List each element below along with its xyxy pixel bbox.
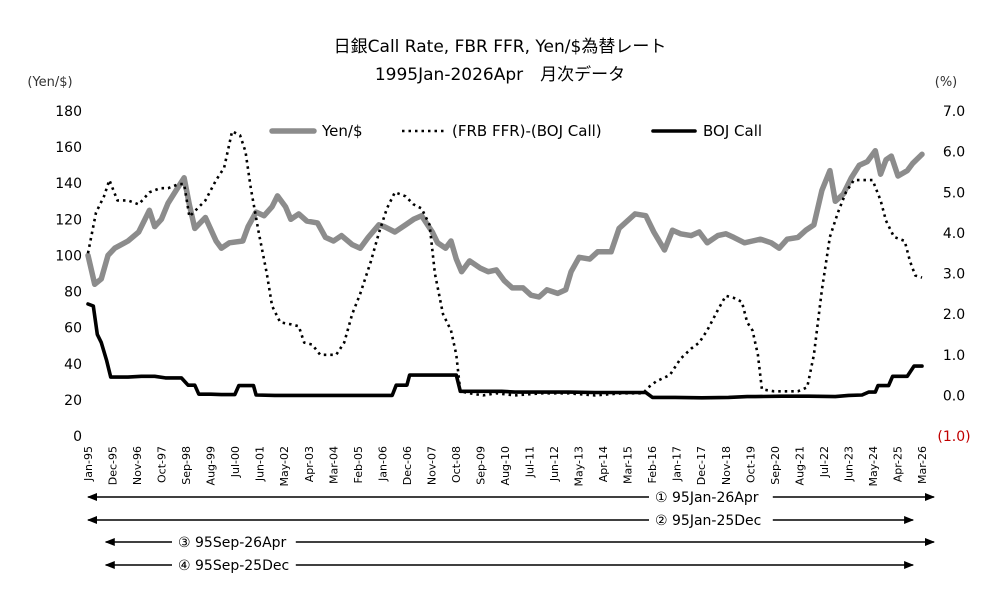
x-tick-label: Dec-17 <box>695 446 708 485</box>
y-left-tick-label: 40 <box>64 357 82 373</box>
y-left-tick-label: 0 <box>73 429 82 445</box>
x-tick-label: Apr-14 <box>597 446 610 482</box>
y-left-tick-label: 100 <box>55 248 82 264</box>
chart-title: 日銀Call Rate, FBR FFR, Yen/$為替レート <box>334 37 667 57</box>
x-tick-label: Oct-97 <box>156 446 169 483</box>
y-right-tick-label: 6.0 <box>943 145 965 161</box>
x-tick-label: Oct-19 <box>744 446 757 483</box>
series-lines <box>85 130 925 400</box>
x-tick-label: Aug-21 <box>793 446 806 485</box>
x-tick-label: Nov-18 <box>720 446 733 485</box>
y-left-tick-labels: 180 160 140 120 100 80 60 40 20 0 <box>55 104 82 445</box>
y-left-tick-label: 160 <box>55 140 82 156</box>
x-tick-label: Mar-04 <box>327 446 340 484</box>
x-tick-label: Jan-17 <box>671 446 684 482</box>
x-tick-label: Jun-12 <box>548 446 561 482</box>
y-right-tick-label: 2.0 <box>943 307 965 323</box>
x-tick-label: Feb-05 <box>352 446 365 483</box>
x-tick-label: Mar-26 <box>916 446 929 484</box>
x-tick-label: May-02 <box>278 446 291 487</box>
y-right-tick-label: 1.0 <box>943 348 965 364</box>
x-tick-label: Jul-00 <box>229 446 242 478</box>
y-right-tick-label: 0.0 <box>943 388 965 404</box>
x-tick-label: Jul-11 <box>524 446 537 478</box>
x-tick-label: Nov-07 <box>425 446 438 485</box>
x-tick-label: Sep-98 <box>180 446 193 485</box>
period-label: ③ 95Sep-26Apr <box>178 535 287 551</box>
x-tick-label: May-24 <box>867 446 880 487</box>
period-label-bg <box>649 509 773 529</box>
series-line-dotted <box>86 130 923 397</box>
x-tick-label: Feb-16 <box>646 446 659 483</box>
y-left-tick-label: 80 <box>64 285 82 301</box>
y-left-tick-label: 140 <box>55 176 82 192</box>
x-tick-label: Jan-06 <box>376 446 389 482</box>
x-tick-label: Aug-10 <box>499 446 512 485</box>
y-right-tick-label: 4.0 <box>943 226 965 242</box>
chart-subtitle: 1995Jan-2026Apr 月次データ <box>375 64 625 85</box>
x-tick-labels: Jan-95 Dec-95 Nov-96 Oct-97 Sep-98 Aug-99 Jul-… <box>82 446 929 487</box>
y-right-tick-label: 3.0 <box>943 267 965 283</box>
y-left-axis-label: (Yen/$) <box>27 75 72 90</box>
x-tick-label: Aug-99 <box>205 446 218 485</box>
y-right-tick-labels: 7.0 6.0 5.0 4.0 3.0 2.0 1.0 0.0 (1.0) <box>937 104 970 445</box>
series-line-thick-gray <box>85 147 925 300</box>
x-tick-label: Jun-01 <box>254 446 267 482</box>
period-arrows: ① 95Jan-26Apr ② 95Jan-25Dec ③ 95Sep-26Apr ④… <box>87 486 935 574</box>
x-tick-label: Oct-08 <box>450 446 463 483</box>
x-tick-label: Jul-22 <box>818 446 831 478</box>
x-tick-label: Dec-95 <box>107 446 120 485</box>
series-line-solid-black <box>86 302 924 400</box>
period-label: ② 95Jan-25Dec <box>655 513 761 529</box>
legend-label: BOJ Call <box>703 122 762 140</box>
y-right-tick-label: 5.0 <box>943 185 965 201</box>
x-tick-label: Jan-95 <box>82 446 95 482</box>
y-right-tick-label: 7.0 <box>943 104 965 120</box>
y-right-axis-label: (%) <box>935 75 958 90</box>
y-left-tick-label: 60 <box>64 321 82 337</box>
legend: Yen/$ (FRB FFR)-(BOJ Call) BOJ Call <box>269 122 762 140</box>
legend-label: Yen/$ <box>321 122 363 140</box>
x-tick-label: Sep-09 <box>474 446 487 485</box>
x-tick-label: Nov-96 <box>131 446 144 485</box>
y-left-tick-label: 20 <box>64 393 82 409</box>
period-label: ④ 95Sep-25Dec <box>178 558 289 574</box>
y-left-tick-label: 180 <box>55 104 82 120</box>
x-tick-label: May-13 <box>573 446 586 487</box>
x-tick-label: Apr-25 <box>891 446 904 482</box>
x-tick-label: Dec-06 <box>401 446 414 485</box>
y-right-tick-label: (1.0) <box>937 429 970 445</box>
y-left-tick-label: 120 <box>55 212 82 228</box>
period-label-bg <box>649 486 773 506</box>
x-tick-label: Apr-03 <box>303 446 316 482</box>
period-label-bg <box>172 531 296 551</box>
x-tick-label: Sep-20 <box>769 446 782 485</box>
x-tick-label: Jun-23 <box>842 446 855 482</box>
legend-label: (FRB FFR)-(BOJ Call) <box>452 122 602 140</box>
x-tick-label: Mar-15 <box>622 446 635 484</box>
period-label-bg <box>172 554 296 574</box>
period-label: ① 95Jan-26Apr <box>655 490 759 506</box>
